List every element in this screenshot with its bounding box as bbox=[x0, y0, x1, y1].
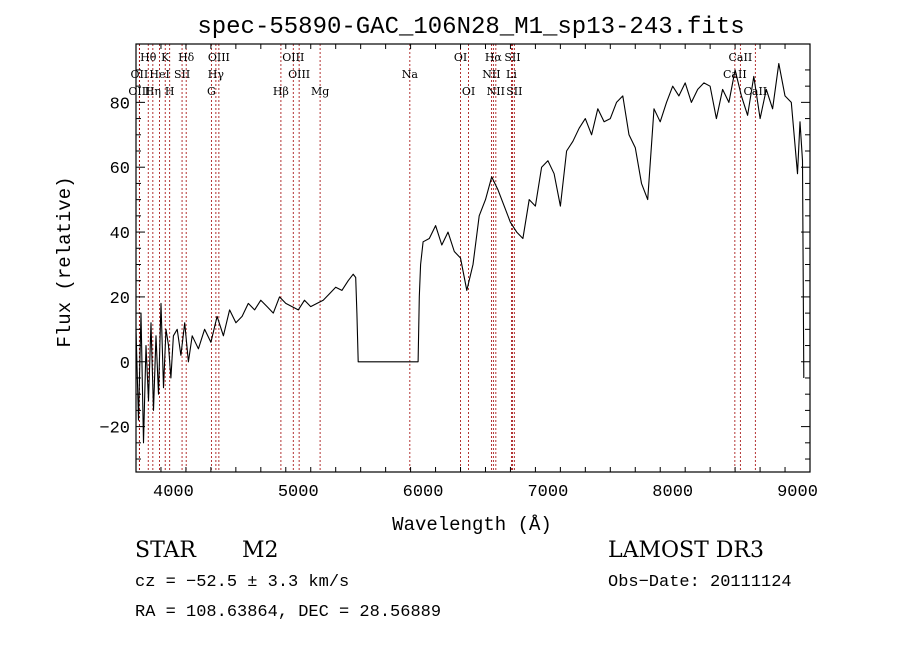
line-label-27: CaII bbox=[743, 85, 767, 98]
obs-date: Obs−Date: 20111124 bbox=[608, 573, 792, 592]
spectrum-series-line bbox=[135, 62, 805, 444]
line-label-5: Hη bbox=[145, 85, 161, 98]
y-tick-label: 0 bbox=[120, 355, 130, 374]
line-label-17: OI bbox=[454, 51, 467, 64]
y-tick-label: 60 bbox=[110, 160, 130, 179]
line-label-13: OIII bbox=[288, 68, 310, 81]
y-tick-label: 20 bbox=[110, 290, 130, 309]
line-label-8: H bbox=[165, 85, 175, 98]
line-label-3: K bbox=[161, 51, 170, 64]
line-label-26: CaII bbox=[723, 68, 747, 81]
line-label-7: SII bbox=[174, 68, 190, 81]
line-label-20: NII bbox=[482, 68, 500, 81]
line-label-16: Na bbox=[402, 68, 419, 81]
line-label-0: Hθ bbox=[140, 51, 157, 64]
x-tick-label: 4000 bbox=[153, 483, 194, 502]
line-label-9: OIII bbox=[208, 51, 230, 64]
line-label-1: OII bbox=[131, 68, 149, 81]
line-label-21: NII bbox=[487, 85, 505, 98]
x-tick-label: 5000 bbox=[278, 483, 319, 502]
emission-line-markers bbox=[138, 44, 756, 472]
y-tick-label: −20 bbox=[99, 420, 130, 439]
line-label-18: OI bbox=[462, 85, 475, 98]
line-label-15: Mg bbox=[311, 85, 329, 98]
chart-title: spec-55890-GAC_106N28_M1_sp13-243.fits bbox=[197, 14, 744, 41]
emission-line-labels: Hθ OII OIII K HeI Hη Hδ SII H OIII Hγ G OIII OIII Hβ Mg… bbox=[128, 51, 767, 98]
line-label-2: OIII bbox=[128, 85, 150, 98]
x-tick-label: 7000 bbox=[527, 483, 568, 502]
line-label-11: G bbox=[207, 85, 216, 98]
redshift-cz: cz = −52.5 ± 3.3 km/s bbox=[135, 573, 350, 592]
line-label-25: CaII bbox=[729, 51, 753, 64]
ra-dec: RA = 108.63864, DEC = 28.56889 bbox=[135, 603, 442, 622]
y-tick-label: 80 bbox=[110, 95, 130, 114]
x-axis-label: Wavelength (Å) bbox=[392, 514, 552, 536]
y-tick-label: 40 bbox=[110, 225, 130, 244]
line-label-14: Hβ bbox=[273, 85, 289, 98]
object-type: STAR bbox=[135, 538, 196, 563]
line-label-19: Hα bbox=[485, 51, 503, 64]
line-label-10: Hγ bbox=[208, 68, 225, 81]
object-subclass: M2 bbox=[242, 538, 279, 563]
x-tick-label: 9000 bbox=[777, 483, 818, 502]
line-label-12: OIII bbox=[282, 51, 304, 64]
x-tick-label: 8000 bbox=[652, 483, 693, 502]
line-label-4: HeI bbox=[149, 68, 169, 81]
line-label-22: SII bbox=[504, 51, 520, 64]
plot-frame bbox=[135, 43, 811, 473]
line-label-24: SII bbox=[506, 85, 522, 98]
line-label-23: Li bbox=[506, 68, 517, 81]
line-label-6: Hδ bbox=[178, 51, 195, 64]
x-tick-label: 6000 bbox=[403, 483, 444, 502]
y-axis-label: Flux (relative) bbox=[54, 176, 76, 347]
survey-name: LAMOST DR3 bbox=[608, 538, 764, 563]
x-axis: 4000 5000 6000 7000 8000 9000 bbox=[135, 44, 818, 502]
y-axis: −20 0 20 40 60 80 bbox=[99, 69, 810, 460]
